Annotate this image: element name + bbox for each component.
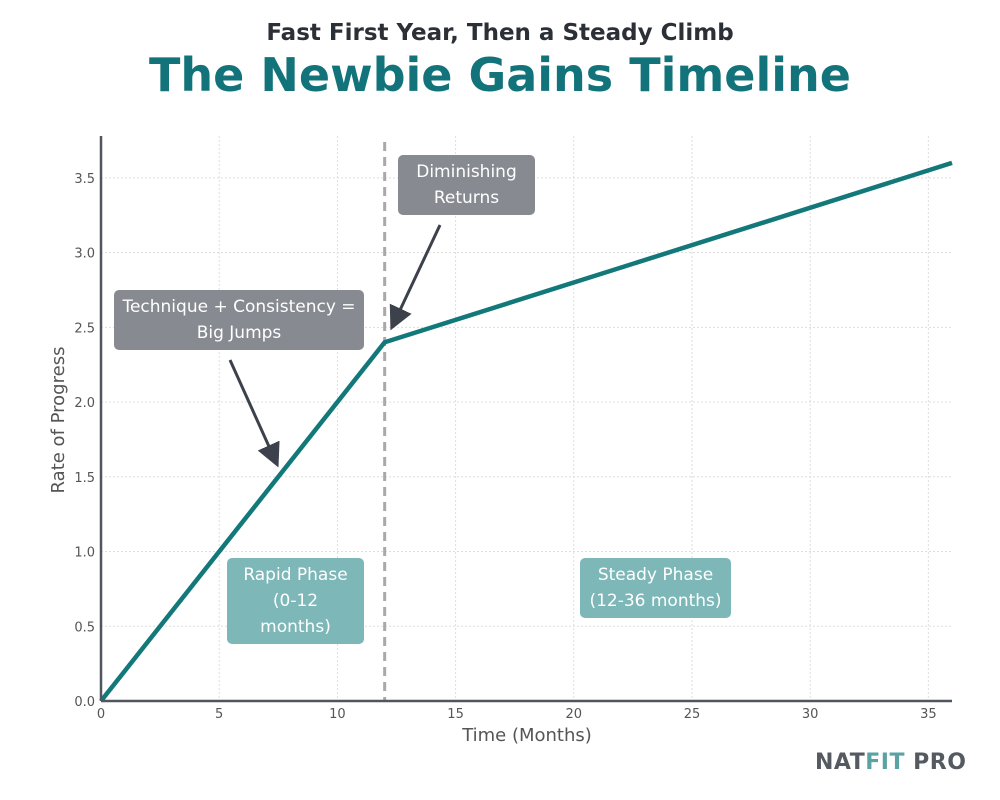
annotation-arrow — [389, 224, 442, 331]
annotation-text: Technique + Consistency = — [122, 297, 356, 317]
x-tick-label: 35 — [920, 707, 937, 722]
y-tick-label: 0.5 — [74, 620, 95, 635]
phase-text: Rapid Phase — [243, 565, 348, 585]
chart-subtitle: Fast First Year, Then a Steady Climb — [266, 20, 734, 46]
logo-text: NAT — [815, 750, 866, 775]
y-tick-label: 2.5 — [74, 321, 95, 336]
y-tick-label: 2.0 — [74, 396, 95, 411]
x-tick-label: 5 — [215, 707, 223, 722]
phase-label-rapid: Rapid Phase (0-12 months) — [227, 558, 364, 644]
y-tick-label: 1.0 — [74, 546, 95, 561]
annotation-text: Diminishing — [416, 162, 517, 182]
progress-line — [99, 160, 953, 703]
y-tick-label: 0.0 — [74, 695, 95, 710]
y-axis-label: Rate of Progress — [48, 347, 69, 494]
annotation-text: Big Jumps — [196, 323, 282, 343]
y-tick-label: 1.5 — [74, 471, 95, 486]
phase-text: Steady Phase — [597, 565, 714, 585]
x-tick-label: 25 — [684, 707, 701, 722]
x-tick-label: 15 — [447, 707, 464, 722]
annotation-arrow — [228, 359, 280, 468]
logo-text: FIT — [865, 750, 905, 775]
phase-label-steady: Steady Phase (12-36 months) — [580, 558, 731, 618]
annotation-diminishing-returns: Diminishing Returns — [398, 155, 535, 215]
chart-title: The Newbie Gains Timeline — [149, 48, 851, 102]
logo-text: PRO — [904, 750, 967, 775]
x-tick-label: 20 — [566, 707, 583, 722]
phase-text: (0-12 months) — [260, 591, 331, 637]
phase-text: (12-36 months) — [589, 591, 722, 611]
x-tick-label: 0 — [97, 707, 105, 722]
annotation-text: Returns — [433, 188, 500, 208]
annotation-technique: Technique + Consistency = Big Jumps — [114, 290, 364, 350]
y-tick-label: 3.0 — [74, 247, 95, 262]
natfit-pro-logo: NATFIT PRO — [815, 750, 966, 775]
x-tick-label: 30 — [802, 707, 819, 722]
y-tick-label: 3.5 — [74, 172, 95, 187]
x-tick-label: 10 — [329, 707, 346, 722]
x-axis-label: Time (Months) — [461, 725, 592, 746]
